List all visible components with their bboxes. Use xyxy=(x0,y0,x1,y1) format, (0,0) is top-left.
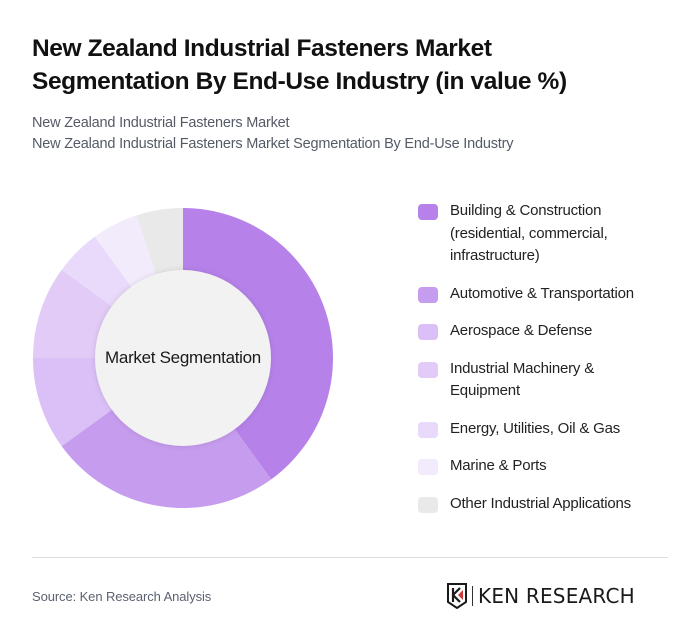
legend-label: Industrial Machinery & Equipment xyxy=(450,359,594,400)
legend-swatch-icon xyxy=(418,421,438,438)
donut-chart: Market Segmentation xyxy=(32,207,334,509)
legend-label: Marine & Ports xyxy=(450,457,547,474)
chart-title: New Zealand Industrial Fasteners Market … xyxy=(32,35,567,95)
legend-swatch-icon xyxy=(418,324,438,340)
legend-label: Aerospace & Defense xyxy=(450,322,593,339)
legend-swatch-icon xyxy=(418,496,438,513)
subtitle-line-market: New Zealand Industrial Fasteners Market xyxy=(32,115,290,131)
logo-separator xyxy=(472,586,473,606)
donut-hole xyxy=(95,270,271,446)
logo-wordmark: KEN RESEARCH xyxy=(478,584,635,608)
donut-svg xyxy=(33,208,333,508)
legend-item-marine-ports[interactable]: Marine & Ports xyxy=(418,455,678,478)
legend-label: Energy, Utilities, Oil & Gas xyxy=(450,419,621,437)
legend-item-aerospace-defense[interactable]: Aerospace & Defense xyxy=(418,320,678,343)
legend-swatch-icon xyxy=(418,204,438,220)
legend-item-automotive-transportation[interactable]: Automotive & Transportation xyxy=(418,283,678,306)
subtitle-line-segmentation: New Zealand Industrial Fasteners Market … xyxy=(32,136,514,152)
legend-label: Other Industrial Applications xyxy=(450,494,631,512)
chart-legend: Building & Construction (residential, co… xyxy=(418,200,678,530)
legend-swatch-icon xyxy=(418,286,438,303)
ken-research-logo: KEN RESEARCH xyxy=(446,582,635,610)
ken-research-shield-icon xyxy=(447,583,467,609)
legend-item-building-construction[interactable]: Building & Construction (residential, co… xyxy=(418,200,678,268)
legend-item-energy-utilities[interactable]: Energy, Utilities, Oil & Gas xyxy=(418,418,678,441)
legend-swatch-icon xyxy=(418,361,438,378)
chart-subtitle: New Zealand Industrial Fasteners Market … xyxy=(32,113,672,155)
source-note: Source: Ken Research Analysis xyxy=(32,589,212,604)
legend-item-other-industrial[interactable]: Other Industrial Applications xyxy=(418,493,678,516)
legend-label: Building & Construction (residential, co… xyxy=(450,202,608,264)
legend-swatch-icon xyxy=(418,459,438,475)
legend-item-industrial-machinery[interactable]: Industrial Machinery & Equipment xyxy=(418,358,678,403)
footer-divider xyxy=(32,557,668,558)
legend-label: Automotive & Transportation xyxy=(450,284,634,302)
